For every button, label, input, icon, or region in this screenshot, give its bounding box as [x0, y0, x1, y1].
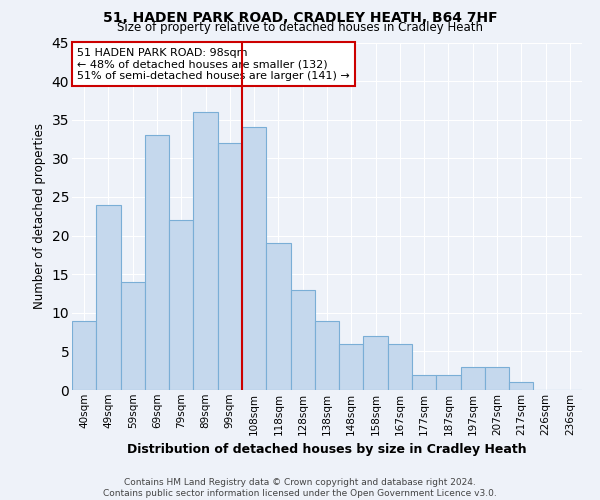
- Text: 51, HADEN PARK ROAD, CRADLEY HEATH, B64 7HF: 51, HADEN PARK ROAD, CRADLEY HEATH, B64 …: [103, 11, 497, 25]
- Bar: [242, 128, 266, 390]
- Bar: [96, 204, 121, 390]
- Bar: [388, 344, 412, 390]
- Bar: [169, 220, 193, 390]
- X-axis label: Distribution of detached houses by size in Cradley Heath: Distribution of detached houses by size …: [127, 443, 527, 456]
- Bar: [364, 336, 388, 390]
- Bar: [436, 374, 461, 390]
- Bar: [339, 344, 364, 390]
- Bar: [72, 320, 96, 390]
- Text: Contains HM Land Registry data © Crown copyright and database right 2024.
Contai: Contains HM Land Registry data © Crown c…: [103, 478, 497, 498]
- Bar: [145, 135, 169, 390]
- Bar: [509, 382, 533, 390]
- Bar: [315, 320, 339, 390]
- Text: 51 HADEN PARK ROAD: 98sqm
← 48% of detached houses are smaller (132)
51% of semi: 51 HADEN PARK ROAD: 98sqm ← 48% of detac…: [77, 48, 350, 81]
- Text: Size of property relative to detached houses in Cradley Heath: Size of property relative to detached ho…: [117, 22, 483, 35]
- Y-axis label: Number of detached properties: Number of detached properties: [33, 123, 46, 309]
- Bar: [218, 143, 242, 390]
- Bar: [290, 290, 315, 390]
- Bar: [193, 112, 218, 390]
- Bar: [461, 367, 485, 390]
- Bar: [121, 282, 145, 390]
- Bar: [485, 367, 509, 390]
- Bar: [266, 244, 290, 390]
- Bar: [412, 374, 436, 390]
